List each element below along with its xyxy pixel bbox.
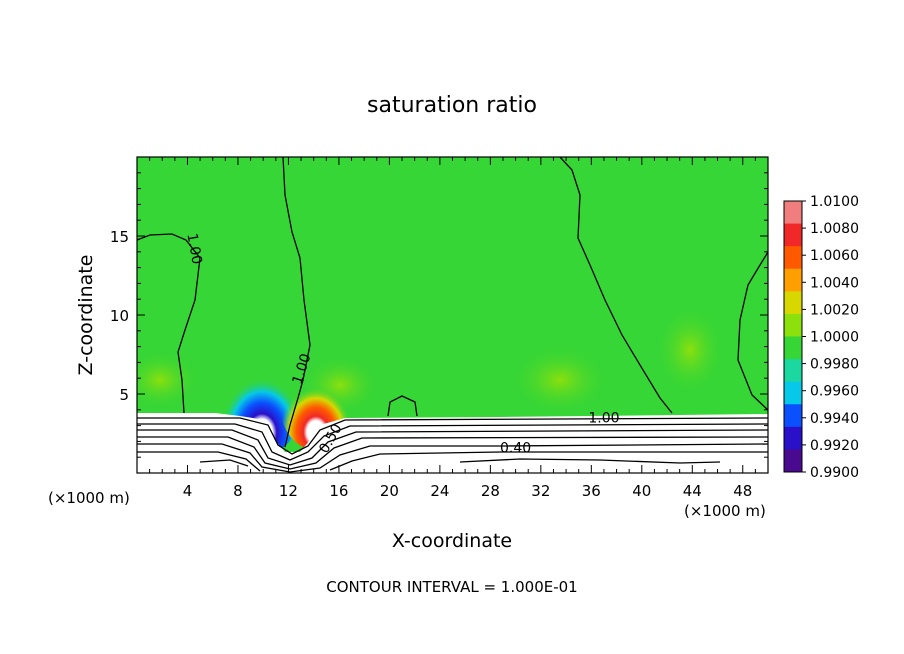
contour-interval-note: CONTOUR INTERVAL = 1.000E-01 xyxy=(326,578,577,596)
colorbar-label: 1.0100 xyxy=(810,194,859,210)
x-tick-label: 48 xyxy=(733,482,752,500)
colorbar-label: 1.0060 xyxy=(810,248,859,264)
colorbar-swatch xyxy=(784,313,802,337)
x-tick-label: 36 xyxy=(582,482,601,500)
field-patch xyxy=(137,350,200,410)
x-tick-label: 12 xyxy=(279,482,298,500)
x-tick-label: 44 xyxy=(683,482,702,500)
x-tick-label: 24 xyxy=(430,482,449,500)
colorbar-label: 0.9980 xyxy=(810,357,859,373)
y-tick-label: 10 xyxy=(110,307,129,325)
colorbar-swatch xyxy=(784,223,802,247)
colorbar-label: 1.0080 xyxy=(810,221,859,237)
chart-title: saturation ratio xyxy=(367,93,537,118)
colorbar-swatch xyxy=(784,359,802,383)
y-tick-label: 5 xyxy=(119,386,129,404)
contour-label: 0.40 xyxy=(500,441,531,457)
x-tick-label: 4 xyxy=(183,482,193,500)
colorbar-label: 0.9920 xyxy=(810,438,859,454)
colorbar-swatch xyxy=(784,404,802,428)
colorbar: 1.0100 1.0080 1.0060 1.0040 1.0020 1.0000 0.99… xyxy=(783,194,859,481)
contour-label: 1.00 xyxy=(588,411,619,427)
y-tick-label: 15 xyxy=(110,228,129,246)
y-axis-label: Z-coordinate xyxy=(75,255,97,376)
x-tick-label: 16 xyxy=(329,482,348,500)
contour-label: 1.00 xyxy=(183,232,204,265)
x-unit-right: (×1000 m) xyxy=(684,502,766,520)
x-tick-label: 28 xyxy=(481,482,500,500)
colorbar-label: 0.9960 xyxy=(810,384,859,400)
field-patch xyxy=(655,305,725,395)
x-axis: 4 8 12 16 20 24 28 32 36 40 44 48 xyxy=(149,157,756,500)
colorbar-label: 0.9900 xyxy=(810,465,859,481)
boundary-layer xyxy=(137,413,768,473)
colorbar-label: 1.0020 xyxy=(810,302,859,318)
colorbar-swatch xyxy=(784,201,802,225)
field-patch xyxy=(510,345,610,415)
colorbar-swatch xyxy=(784,426,802,450)
colorbar-label: 1.0040 xyxy=(810,275,859,291)
x-tick-label: 32 xyxy=(531,482,550,500)
colorbar-swatch xyxy=(784,246,802,270)
colorbar-swatch xyxy=(784,381,802,405)
colorbar-swatch xyxy=(784,336,802,360)
x-axis-label: X-coordinate xyxy=(392,530,512,552)
colorbar-swatch xyxy=(784,291,802,315)
x-tick-label: 20 xyxy=(380,482,399,500)
colorbar-label: 1.0000 xyxy=(810,330,859,346)
x-unit-left: (×1000 m) xyxy=(48,489,130,507)
colorbar-label: 0.9940 xyxy=(810,411,859,427)
plot-area xyxy=(137,157,768,473)
y-axis: 5 10 15 xyxy=(110,172,768,458)
contour-lines xyxy=(137,157,768,473)
colorbar-swatch xyxy=(784,449,802,473)
x-tick-label: 8 xyxy=(233,482,243,500)
colorbar-swatch xyxy=(784,268,802,292)
x-tick-label: 40 xyxy=(632,482,651,500)
